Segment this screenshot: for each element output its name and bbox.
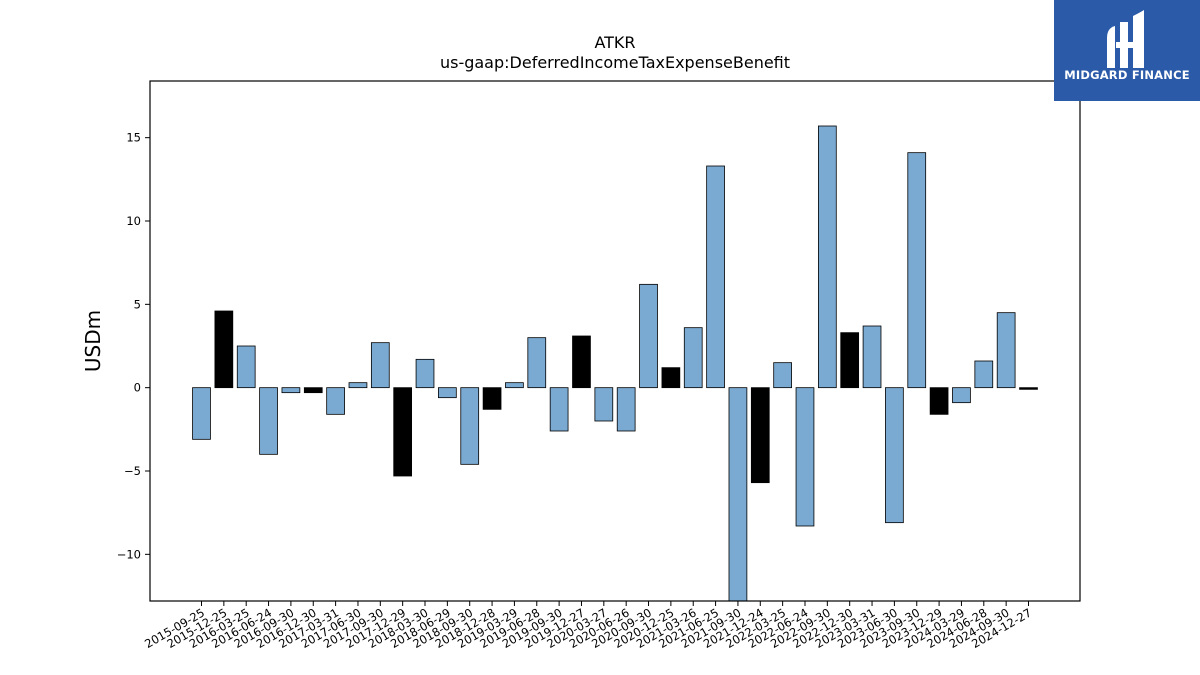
bar-2019-09-30 <box>549 387 569 432</box>
bar-2021-06-25 <box>706 165 725 389</box>
bar-2024-06-28 <box>974 360 994 389</box>
bar-2019-12-27 <box>572 335 591 389</box>
bar-2021-12-24 <box>750 387 770 484</box>
bar-2020-12-25 <box>661 367 681 389</box>
midgard-finance-logo: MIDGARD FINANCE <box>1054 0 1200 101</box>
bar-2017-09-30 <box>370 342 390 389</box>
bar-2016-06-24 <box>259 387 278 455</box>
y-tick-label: 5 <box>134 297 141 311</box>
chart-title: ATKR <box>594 33 635 52</box>
bar-2017-03-31 <box>326 387 345 415</box>
x-axis: 2015-09-252015-12-252016-03-252016-06-24… <box>142 601 1034 651</box>
y-tick-label: −10 <box>117 547 141 561</box>
bar-2023-03-31 <box>862 325 882 389</box>
brand-name: MIDGARD FINANCE <box>1064 68 1190 82</box>
bar-2022-03-25 <box>773 362 792 389</box>
bar-2020-09-30 <box>639 283 658 389</box>
bars-layer <box>192 125 1038 602</box>
bar-2022-09-30 <box>817 125 837 389</box>
bar-2021-09-30 <box>728 387 748 602</box>
y-tick-label: −5 <box>124 464 141 478</box>
bar-2023-06-30 <box>885 387 904 524</box>
y-tick-label: 15 <box>126 131 141 145</box>
bar-2020-03-27 <box>594 387 614 422</box>
bar-2016-09-30 <box>281 387 301 394</box>
midgard-finance-logo-icon <box>1107 10 1144 68</box>
y-tick-label: 0 <box>134 381 141 395</box>
bar-2024-09-30 <box>996 312 1016 389</box>
y-axis: −10 −5 0 5 10 15 <box>117 131 150 561</box>
bar-2021-03-26 <box>683 327 703 389</box>
bar-2018-06-29 <box>438 387 457 399</box>
plot-frame <box>149 80 1081 602</box>
bar-2022-12-30 <box>840 332 860 389</box>
bar-2024-03-29 <box>952 387 971 404</box>
y-tick-label: 10 <box>126 214 141 228</box>
bar-2018-03-30 <box>415 358 435 389</box>
bar-2020-06-26 <box>616 387 636 432</box>
bar-2015-09-25 <box>192 387 211 440</box>
bar-2019-06-28 <box>527 337 547 389</box>
bar-2015-12-25 <box>214 310 234 389</box>
bar-2016-12-30 <box>303 387 323 394</box>
chart-subtitle: us-gaap:DeferredIncomeTaxExpenseBenefit <box>440 53 790 72</box>
bar-2018-09-30 <box>460 387 480 465</box>
bar-2016-03-25 <box>236 345 256 389</box>
bar-2023-09-30 <box>907 152 927 389</box>
y-axis-label: USDm <box>81 310 105 372</box>
bar-2022-06-24 <box>795 387 815 527</box>
bar-2019-03-29 <box>505 382 524 389</box>
bar-2017-06-30 <box>348 382 368 389</box>
bar-2024-12-27 <box>1019 387 1038 390</box>
bar-2023-12-29 <box>929 387 949 415</box>
bar-2017-12-29 <box>393 387 413 477</box>
bar-2018-12-28 <box>482 387 502 410</box>
